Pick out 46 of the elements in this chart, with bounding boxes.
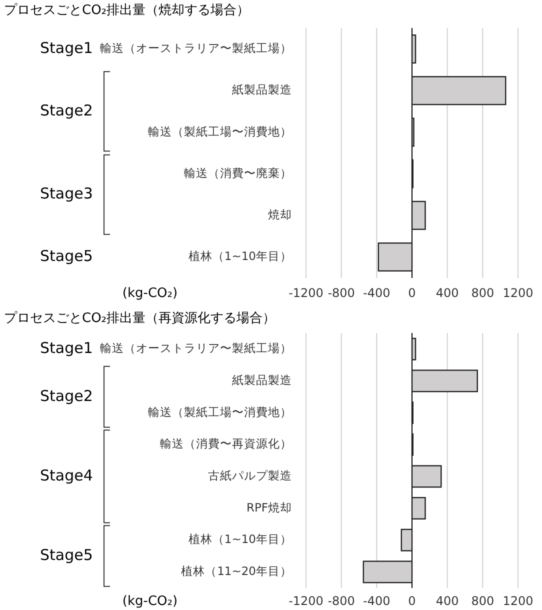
y-tick-label: 輸送（オーストラリア〜製紙工場） bbox=[100, 41, 292, 56]
y-tick-label: 輸送（消費〜廃棄） bbox=[184, 166, 292, 180]
text: Stage1 bbox=[40, 339, 93, 358]
x-tick-label: -400 bbox=[363, 594, 390, 608]
y-tick-label: 古紙パルプ製造 bbox=[208, 468, 292, 483]
x-tick-label: -1200 bbox=[288, 286, 324, 300]
bar bbox=[411, 496, 426, 520]
text: プロセスごとCO₂排出量（再資源化する場合） bbox=[4, 311, 276, 326]
y-tick-label: 紙製品製造 bbox=[232, 82, 292, 97]
x-axis-title: (kg-CO₂) bbox=[122, 594, 178, 609]
y-tick-label: 輸送（製紙工場〜消費地） bbox=[148, 124, 292, 138]
text: Stage5 bbox=[40, 247, 93, 266]
text: Stage2 bbox=[40, 386, 93, 405]
bar bbox=[411, 465, 442, 488]
text: Stage3 bbox=[40, 184, 93, 203]
y-tick-label: 輸送（消費〜再資源化） bbox=[160, 436, 292, 451]
text: Stage5 bbox=[40, 546, 93, 564]
x-tick-label: 400 bbox=[436, 286, 459, 300]
x-tick-label: 800 bbox=[471, 594, 494, 608]
bar bbox=[411, 200, 426, 230]
x-tick-label: 1200 bbox=[502, 594, 534, 608]
x-tick-label: 400 bbox=[436, 594, 459, 608]
x-tick-label: -800 bbox=[328, 286, 355, 300]
text: Stage2 bbox=[40, 101, 93, 120]
y-tick-label: 植林（11~20年目） bbox=[181, 564, 292, 578]
x-tick-label: -1200 bbox=[288, 594, 324, 608]
y-tick-label: RPF焼却 bbox=[246, 500, 292, 514]
x-tick-label: 1200 bbox=[502, 286, 534, 300]
y-tick-label: 植林（1~10年目） bbox=[188, 249, 292, 264]
text: Stage1 bbox=[40, 39, 93, 58]
y-tick-label: 紙製品製造 bbox=[232, 373, 292, 388]
text: Stage4 bbox=[40, 466, 93, 485]
x-tick-label: -400 bbox=[363, 286, 390, 300]
x-tick-label: 800 bbox=[471, 286, 494, 300]
x-tick-label: 0 bbox=[408, 594, 416, 608]
bar bbox=[400, 528, 413, 552]
bar bbox=[411, 338, 416, 360]
text: プロセスごとCO₂排出量（焼却する場合） bbox=[4, 3, 250, 18]
y-tick-label: 植林（1~10年目） bbox=[188, 532, 292, 546]
x-tick-label: 0 bbox=[408, 286, 416, 300]
x-axis-title: (kg-CO₂) bbox=[122, 286, 178, 301]
y-tick-label: 焼却 bbox=[268, 208, 292, 222]
y-tick-label: 輸送（製紙工場〜消費地） bbox=[148, 404, 292, 419]
bar bbox=[411, 34, 416, 64]
y-tick-label: 輸送（オーストラリア〜製紙工場） bbox=[100, 341, 292, 356]
x-tick-label: -800 bbox=[328, 594, 355, 608]
